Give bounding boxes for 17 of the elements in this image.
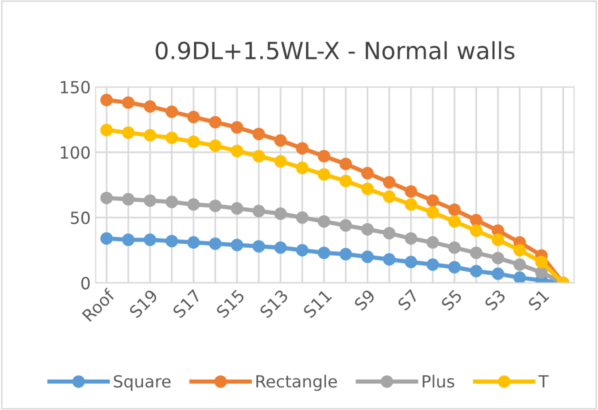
x-tick-label: S7	[396, 288, 420, 312]
y-tick-label: 0	[81, 276, 90, 290]
x-tick-label: S11	[302, 289, 332, 319]
legend-label: Rectangle	[256, 374, 337, 391]
x-tick-label: S19	[128, 288, 158, 319]
legend-label: T	[538, 375, 549, 388]
chart-title: 0.9DL+1.5WL-X - Normal walls	[156, 41, 514, 60]
y-tick-label: 50	[70, 212, 90, 224]
legend-label: Plus	[422, 374, 454, 388]
x-tick-label: S5	[440, 289, 463, 312]
x-tick-label: S1	[527, 289, 550, 312]
x-tick-label: S13	[259, 288, 289, 319]
legend-label: Square	[114, 375, 171, 391]
x-tick-label: S3	[484, 288, 506, 312]
y-tick-label: 100	[60, 146, 90, 159]
y-tick-label: 150	[60, 80, 90, 94]
x-tick-label: S9	[354, 288, 376, 312]
